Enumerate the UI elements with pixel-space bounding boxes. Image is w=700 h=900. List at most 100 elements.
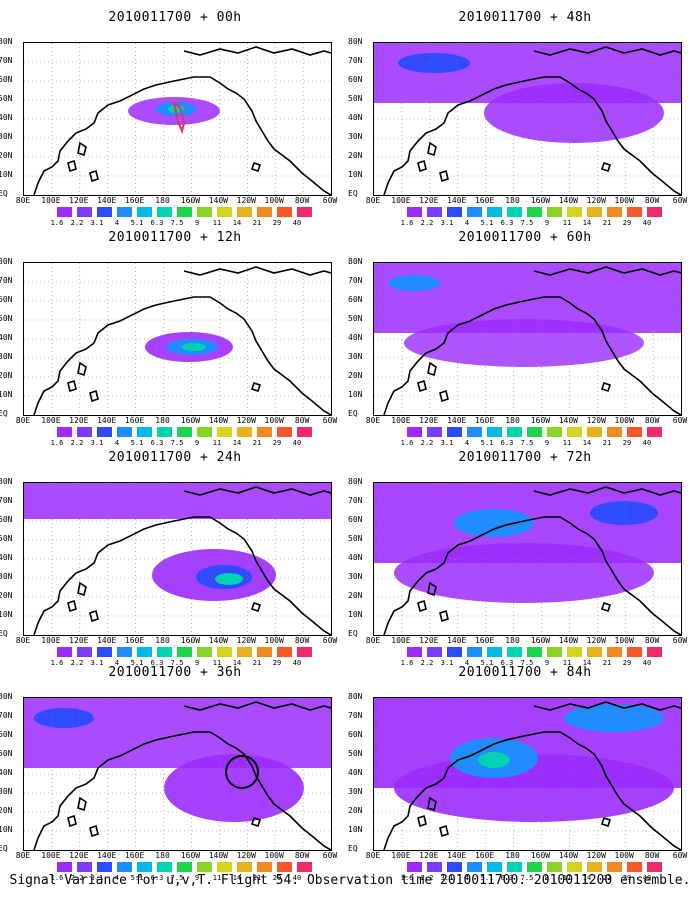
colorbar-label: 29	[272, 439, 282, 447]
lon-tick-label: 100W	[614, 636, 634, 645]
lon-tick-label: 140W	[558, 416, 578, 425]
lat-tick-label: 10N	[348, 170, 363, 179]
map-plot	[374, 263, 681, 415]
colorbar-label: 4	[464, 659, 470, 667]
colorbar-label: 9	[544, 659, 550, 667]
colorbar-swatch	[297, 862, 312, 872]
colorbar-swatch	[447, 207, 462, 217]
colorbar-swatch	[177, 207, 192, 217]
panel-title: 2010011700 + 60h	[458, 230, 592, 245]
lon-tick-label: 80W	[644, 196, 660, 205]
colorbar-swatch	[527, 427, 542, 437]
map-panel: 2010011700 + 36h 80N 70N 60N 50N 40N 30N 20N 10N…	[0, 655, 350, 882]
colorbar-swatch	[507, 862, 522, 872]
lon-tick-label: 100W	[264, 851, 284, 860]
coastline	[33, 296, 331, 415]
colorbar-swatch	[407, 647, 422, 657]
colorbar-label: 5.1	[130, 659, 144, 667]
map-plot	[24, 43, 331, 195]
colorbar-label: 1.6	[400, 874, 414, 882]
colorbar-label: 40	[292, 659, 302, 667]
lat-tick-label: 30N	[348, 572, 363, 581]
lat-tick-label: 80N	[348, 477, 363, 486]
colorbar-label: 6.3	[150, 439, 164, 447]
colorbar-label: 11	[212, 219, 222, 227]
colorbar-swatch	[607, 862, 622, 872]
colorbar-label: 14	[232, 219, 242, 227]
lat-tick-label: 70N	[0, 56, 13, 65]
colorbar-swatch	[77, 647, 92, 657]
map-plot	[374, 43, 681, 195]
colorbar-label: 1.6	[50, 219, 64, 227]
colorbar-label: 3.1	[440, 439, 454, 447]
coastline	[183, 46, 331, 56]
colorbar-label: 11	[562, 219, 572, 227]
lat-tick-label: 10N	[348, 610, 363, 619]
lon-tick-label: 120E	[69, 636, 89, 645]
colorbar-label: 1.6	[400, 439, 414, 447]
lon-tick-label: 80W	[644, 851, 660, 860]
lon-axis: 80E 100E 120E 140E 160E 180 160W 140W 120W 100W 80…	[0, 196, 350, 206]
colorbar-label: 9	[544, 219, 550, 227]
panel-title: 2010011700 + 12h	[108, 230, 242, 245]
lon-tick-label: 60W	[322, 636, 338, 645]
colorbar-swatch	[427, 427, 442, 437]
lon-tick-label: 120E	[419, 851, 439, 860]
colorbar-label: 5.1	[480, 439, 494, 447]
panel-title: 2010011700 + 84h	[458, 665, 592, 680]
colorbar-label: 21	[252, 219, 262, 227]
lon-tick-label: 120W	[236, 416, 256, 425]
colorbar-swatch	[507, 427, 522, 437]
colorbar-swatch	[157, 862, 172, 872]
colorbar-swatch	[237, 862, 252, 872]
colorbar-label: 11	[562, 439, 572, 447]
lon-tick-label: 80W	[294, 636, 310, 645]
colorbar-swatch	[257, 647, 272, 657]
colorbar-swatch	[467, 862, 482, 872]
lat-tick-label: 20N	[348, 151, 363, 160]
colorbar-swatch	[157, 647, 172, 657]
panel-title: 2010011700 + 48h	[458, 10, 592, 25]
colorbar-label: 29	[272, 874, 282, 882]
coastline	[67, 141, 262, 183]
colorbar-swatch	[487, 427, 502, 437]
colorbar-label: 1.6	[50, 439, 64, 447]
colorbar-swatch	[237, 647, 252, 657]
colorbar-swatch	[587, 427, 602, 437]
lon-tick-label: 140E	[447, 851, 467, 860]
lat-tick-label: 70N	[0, 496, 13, 505]
colorbar-swatch	[507, 647, 522, 657]
map-frame	[373, 262, 682, 416]
lon-tick-label: 160W	[530, 851, 551, 860]
colorbar-label: 14	[232, 439, 242, 447]
colorbar-swatch	[587, 207, 602, 217]
colorbar-label: 9	[544, 874, 550, 882]
lon-tick-label: 100E	[41, 416, 61, 425]
lon-tick-label: 160E	[474, 196, 495, 205]
lat-tick-label: 20N	[0, 591, 13, 600]
colorbar-swatch	[97, 862, 112, 872]
colorbar-swatch	[197, 647, 212, 657]
panel-title: 2010011700 + 00h	[108, 10, 242, 25]
colorbar-label: 11	[212, 874, 222, 882]
lat-tick-label: 30N	[0, 132, 13, 141]
colorbar-label: 2.2	[420, 219, 434, 227]
colorbar-swatch	[527, 862, 542, 872]
lat-tick-label: 40N	[0, 113, 13, 122]
lon-tick-label: 60W	[672, 851, 688, 860]
coastline	[67, 361, 262, 403]
lon-tick-label: 140E	[97, 196, 117, 205]
colorbar-swatch	[117, 207, 132, 217]
lon-tick-label: 180	[155, 416, 170, 425]
coastline	[417, 361, 612, 403]
colorbar-label: 4	[464, 874, 470, 882]
colorbar-swatch	[567, 862, 582, 872]
colorbar-swatch	[137, 427, 152, 437]
lon-tick-label: 180	[155, 851, 170, 860]
colorbar-label: 4	[114, 659, 120, 667]
lon-tick-label: 80E	[365, 196, 381, 205]
lon-tick-label: 120W	[586, 196, 606, 205]
colorbar-swatch	[77, 207, 92, 217]
lon-tick-label: 80W	[294, 851, 310, 860]
lon-tick-label: 140E	[447, 416, 467, 425]
